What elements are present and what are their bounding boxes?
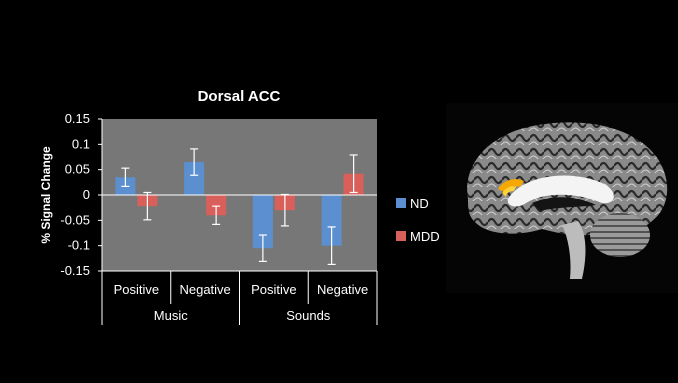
y-tick-label: 0.05 <box>65 162 90 177</box>
ventricle <box>532 197 596 211</box>
legend-label-nd: ND <box>410 196 429 211</box>
y-axis-label: % Signal Change <box>39 146 53 244</box>
chart-title: Dorsal ACC <box>198 88 281 105</box>
cerebellum <box>590 213 650 257</box>
legend-label-mdd: MDD <box>410 229 440 244</box>
brain-mri-sagittal-icon <box>467 122 668 279</box>
dorsal-acc-highlight-inner <box>502 186 516 197</box>
x-group-label: Music <box>154 308 188 323</box>
legend-swatch-nd <box>396 198 406 208</box>
y-axis: 0.15 0.1 0.05 0 -0.05 -0.1 -0.15 <box>60 111 103 278</box>
y-tick-label: 0.1 <box>72 136 90 151</box>
y-tick-label: -0.15 <box>60 263 90 278</box>
bar-mdd-1 <box>206 195 227 216</box>
x-category-label: Negative <box>179 282 230 297</box>
x-category-label: Positive <box>114 282 160 297</box>
brainstem <box>562 221 586 279</box>
bar-nd-1 <box>184 162 205 195</box>
x-group-label: Sounds <box>286 308 331 323</box>
corpus-callosum <box>507 175 614 207</box>
legend: ND MDD <box>396 196 440 244</box>
y-tick-label: -0.05 <box>60 212 90 227</box>
y-tick-label: -0.1 <box>68 238 90 253</box>
x-axis: Positive Negative Positive Negative Music Sou… <box>101 270 378 325</box>
legend-swatch-mdd <box>396 231 406 241</box>
bar-nd-3 <box>321 195 342 246</box>
dorsal-acc-highlight <box>498 179 524 193</box>
y-tick-label: 0 <box>83 187 90 202</box>
brain-image <box>446 103 678 293</box>
x-category-label: Positive <box>251 282 297 297</box>
bars-layer <box>102 148 377 266</box>
bar-nd-2 <box>252 195 273 249</box>
y-tick-label: 0.15 <box>65 111 90 126</box>
x-category-label: Negative <box>317 282 368 297</box>
